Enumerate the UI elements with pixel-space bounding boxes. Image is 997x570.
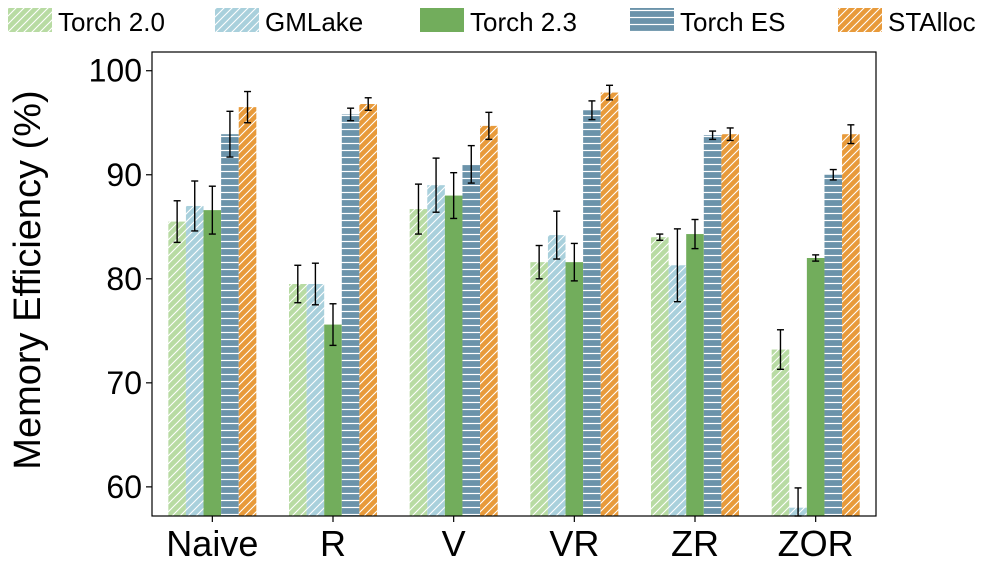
bar-zor-torch-es bbox=[824, 174, 843, 516]
x-tick-label-r: R bbox=[320, 523, 346, 564]
x-tick-label-zor: ZOR bbox=[778, 523, 854, 564]
bar-naive-torch-es bbox=[221, 134, 239, 516]
errorbar-vr-torch-es bbox=[588, 100, 596, 121]
bar-vr-torch-2-3 bbox=[565, 262, 584, 516]
legend-item-torch-2-3: Torch 2.3 bbox=[420, 7, 577, 37]
y-axis-label: Memory Efficiency (%) bbox=[7, 90, 49, 469]
errorbar-r-stalloc bbox=[364, 97, 372, 111]
bar-naive-stalloc bbox=[238, 107, 257, 516]
legend-swatch bbox=[838, 8, 882, 32]
errorbar-zor-stalloc bbox=[847, 124, 855, 145]
bar-zr-stalloc bbox=[721, 134, 739, 516]
errorbar-zr-torch-es bbox=[709, 130, 717, 141]
y-tick-label: 100 bbox=[89, 53, 142, 89]
error-bars bbox=[173, 84, 855, 517]
legend-label: Torch ES bbox=[680, 7, 786, 37]
y-axis: 60 70 80 90 100 bbox=[89, 53, 152, 505]
legend: Torch 2.0 GMLake Torch 2.3 Torch ES STAlloc bbox=[8, 7, 976, 37]
errorbar-vr-torch-2-3 bbox=[570, 242, 578, 282]
bar-vr-torch-es bbox=[583, 110, 601, 516]
errorbar-v-gmlake bbox=[432, 157, 440, 213]
y-tick-label: 90 bbox=[106, 157, 142, 193]
bar-v-torch-2-3 bbox=[444, 195, 463, 516]
errorbar-vr-gmlake bbox=[553, 210, 561, 260]
bar-zr-torch-2-3 bbox=[686, 234, 704, 516]
legend-label: Torch 2.0 bbox=[58, 7, 165, 37]
x-axis: Naive R V VR ZR ZOR bbox=[166, 516, 854, 564]
errorbar-r-torch-es bbox=[347, 107, 355, 122]
legend-item-torch-es: Torch ES bbox=[630, 7, 786, 37]
bar-v-torch-2-0 bbox=[409, 209, 428, 516]
bar-r-torch-2-0 bbox=[289, 284, 307, 516]
y-tick-label: 80 bbox=[106, 261, 142, 297]
bar-r-gmlake bbox=[306, 284, 325, 516]
errorbar-zr-stalloc bbox=[726, 127, 734, 142]
bar-zor-stalloc bbox=[842, 134, 860, 516]
errorbar-vr-stalloc bbox=[606, 84, 614, 101]
errorbar-naive-torch-es bbox=[226, 110, 234, 158]
legend-swatch bbox=[420, 8, 464, 32]
legend-item-gmlake: GMLake bbox=[215, 7, 363, 37]
bar-vr-torch-2-0 bbox=[530, 262, 548, 516]
legend-item-stalloc: STAlloc bbox=[838, 7, 976, 37]
errorbar-zr-torch-2-0 bbox=[656, 233, 664, 242]
bar-naive-torch-2-0 bbox=[168, 221, 186, 516]
bar-zor-torch-2-0 bbox=[771, 349, 790, 516]
x-tick-label-v: V bbox=[442, 523, 466, 564]
bars bbox=[168, 92, 860, 517]
bar-zr-torch-2-0 bbox=[651, 237, 669, 516]
errorbar-v-torch-2-3 bbox=[450, 171, 458, 220]
plot-frame bbox=[151, 51, 877, 517]
errorbar-v-torch-2-0 bbox=[414, 183, 422, 235]
bar-v-torch-es bbox=[462, 164, 481, 517]
legend-label: GMLake bbox=[265, 7, 363, 37]
x-tick-label-vr: VR bbox=[549, 523, 599, 564]
bar-r-stalloc bbox=[359, 104, 377, 517]
bar-v-gmlake bbox=[427, 185, 445, 517]
legend-swatch bbox=[630, 8, 674, 32]
errorbar-zr-gmlake bbox=[673, 228, 681, 303]
errorbar-naive-torch-2-0 bbox=[173, 200, 181, 244]
errorbar-r-torch-2-3 bbox=[329, 303, 337, 347]
bar-zr-torch-es bbox=[703, 135, 722, 517]
errorbar-naive-gmlake bbox=[191, 180, 199, 232]
y-tick-label: 70 bbox=[106, 365, 142, 401]
errorbar-naive-stalloc bbox=[244, 90, 252, 124]
legend-item-torch-2-0: Torch 2.0 bbox=[8, 7, 165, 37]
legend-swatch bbox=[215, 8, 259, 32]
x-tick-label-zr: ZR bbox=[671, 523, 719, 564]
errorbar-vr-torch-2-0 bbox=[535, 244, 543, 280]
errorbar-zor-torch-2-0 bbox=[776, 329, 784, 371]
bar-r-torch-2-3 bbox=[324, 324, 342, 516]
legend-swatch bbox=[8, 8, 52, 32]
errorbar-naive-torch-2-3 bbox=[208, 185, 216, 235]
errorbar-r-gmlake bbox=[311, 262, 319, 306]
y-tick-label: 60 bbox=[106, 469, 142, 505]
x-tick-label-naive: Naive bbox=[166, 523, 258, 564]
bar-v-stalloc bbox=[480, 125, 498, 517]
errorbar-zor-torch-2-3 bbox=[812, 254, 820, 262]
bar-zor-torch-2-3 bbox=[806, 257, 825, 516]
bar-r-torch-es bbox=[341, 114, 360, 517]
errorbar-zr-torch-2-3 bbox=[691, 218, 699, 250]
bar-vr-stalloc bbox=[600, 92, 619, 516]
errorbar-v-stalloc bbox=[485, 111, 493, 141]
legend-label: Torch 2.3 bbox=[470, 7, 577, 37]
bar-zr-gmlake bbox=[668, 265, 687, 516]
bar-vr-gmlake bbox=[547, 235, 566, 516]
legend-label: STAlloc bbox=[888, 7, 976, 37]
errorbar-zor-torch-es bbox=[829, 168, 837, 181]
errorbar-v-torch-es bbox=[467, 144, 475, 184]
errorbar-r-torch-2-0 bbox=[294, 264, 302, 304]
bar-naive-torch-2-3 bbox=[203, 210, 222, 516]
bar-naive-gmlake bbox=[185, 205, 204, 516]
